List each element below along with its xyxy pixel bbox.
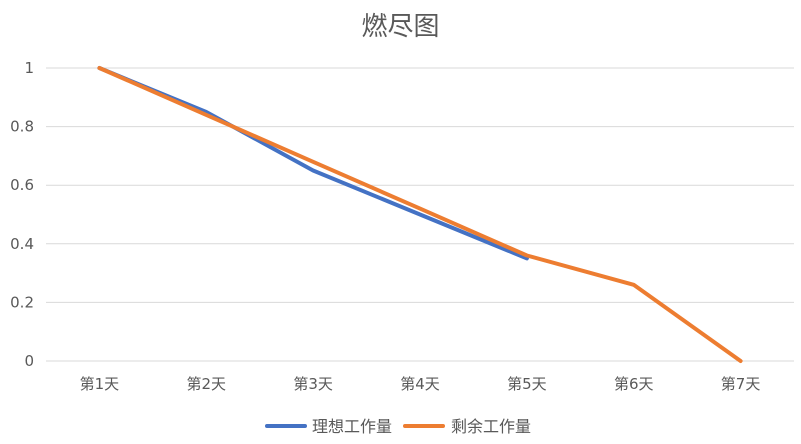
y-tick-label: 0.4 xyxy=(10,235,34,253)
gridlines xyxy=(46,67,794,362)
axis-labels: 0 0.2 0.4 0.6 0.8 1 第1天 第2天 第3天 第4天 第5天 第6天 第7天 xyxy=(10,59,760,393)
chart-title: 燃尽图 xyxy=(361,12,440,42)
x-tick-label: 第2天 xyxy=(187,375,227,393)
series-lines xyxy=(97,66,743,363)
y-tick-label: 1 xyxy=(24,59,34,77)
legend: 理想工作量 剩余工作量 xyxy=(265,417,531,436)
x-tick-label: 第5天 xyxy=(507,375,547,393)
series-line-2 xyxy=(97,66,743,363)
x-tick-label: 第7天 xyxy=(721,375,761,393)
x-tick-label: 第3天 xyxy=(293,375,333,393)
y-tick-label: 0.6 xyxy=(10,176,34,194)
x-tick-label: 第4天 xyxy=(400,375,440,393)
x-tick-label: 第6天 xyxy=(614,375,654,393)
legend-label: 理想工作量 xyxy=(312,417,392,436)
legend-label: 剩余工作量 xyxy=(451,417,531,436)
y-tick-label: 0.2 xyxy=(10,293,34,311)
y-tick-label: 0 xyxy=(24,352,34,370)
x-tick-label: 第1天 xyxy=(80,375,120,393)
y-tick-label: 0.8 xyxy=(10,118,34,136)
